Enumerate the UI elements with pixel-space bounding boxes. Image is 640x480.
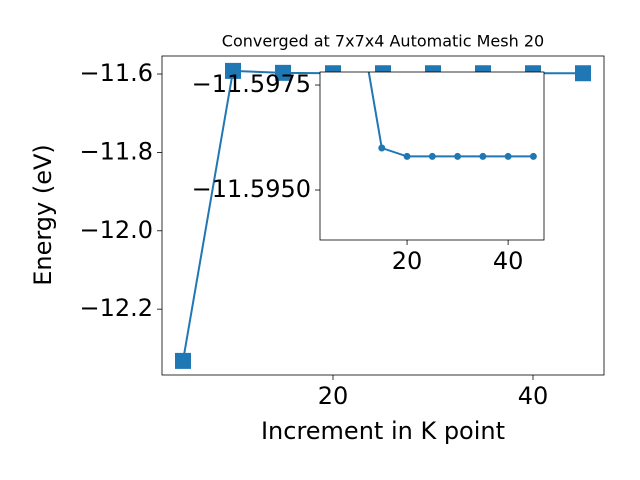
y-tick-label: −11.5950 bbox=[192, 175, 311, 203]
y-tick-label: −11.6 bbox=[79, 59, 153, 87]
marker bbox=[225, 62, 241, 79]
marker bbox=[275, 64, 291, 81]
x-tick-label: 40 bbox=[518, 382, 549, 410]
marker bbox=[353, 0, 360, 5]
series-group bbox=[353, 0, 537, 160]
axes-frame bbox=[161, 55, 605, 376]
marker bbox=[403, 152, 411, 160]
y-tick-label: −12.2 bbox=[79, 294, 153, 322]
y-tick-label: −11.8 bbox=[79, 137, 153, 165]
marker bbox=[529, 152, 537, 160]
x-tick-label: 40 bbox=[493, 247, 524, 275]
x-tick-label: 20 bbox=[392, 247, 423, 275]
chart-title: Converged at 7x7x4 Automatic Mesh 20 bbox=[222, 32, 544, 51]
y-tick-label: −11.5975 bbox=[192, 70, 311, 98]
x-axis-label: Increment in K point bbox=[261, 417, 505, 445]
y-tick-label: −12.0 bbox=[79, 216, 153, 244]
marker bbox=[378, 144, 386, 152]
marker bbox=[575, 65, 591, 82]
marker bbox=[504, 152, 512, 160]
marker bbox=[479, 152, 487, 160]
x-tick-label: 20 bbox=[318, 382, 349, 410]
marker bbox=[175, 352, 191, 369]
marker bbox=[428, 152, 436, 160]
series-line bbox=[367, 72, 534, 158]
axes-frame bbox=[319, 71, 545, 241]
y-axis-label: Energy (eV) bbox=[29, 144, 57, 286]
marker bbox=[454, 152, 462, 160]
